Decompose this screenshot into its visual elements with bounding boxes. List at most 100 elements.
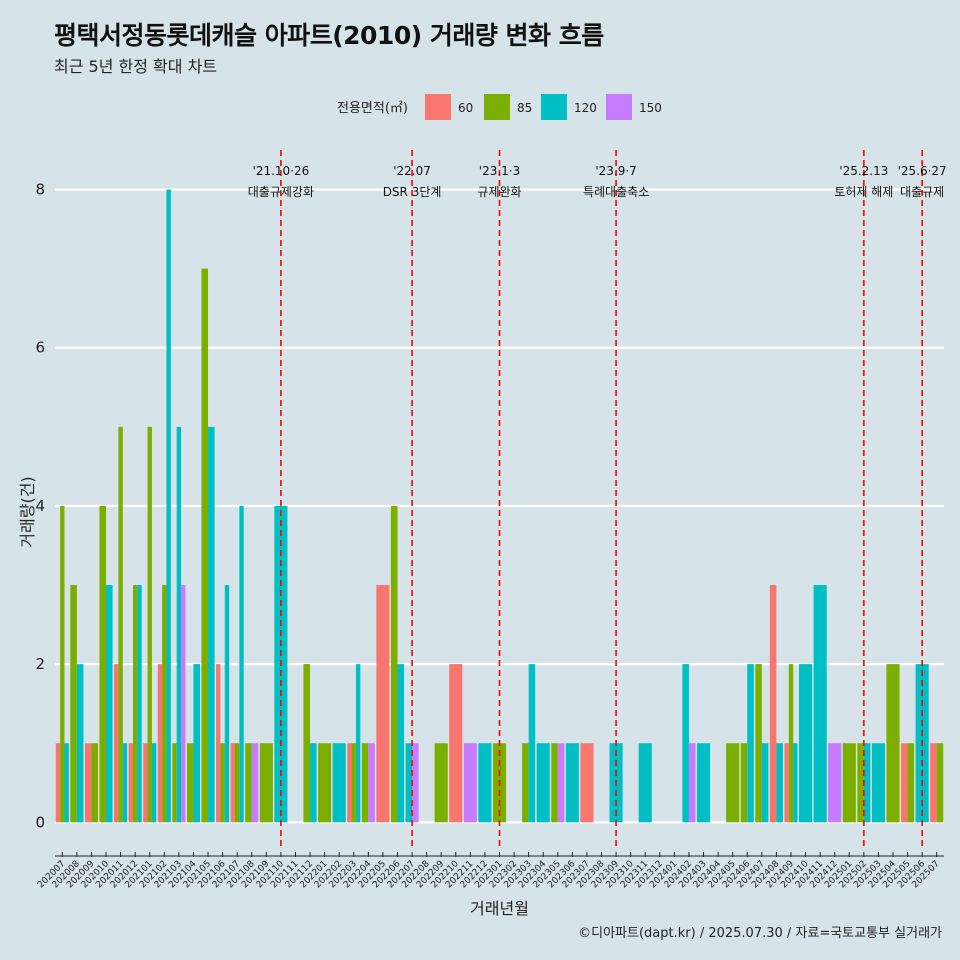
bar-202106-60 xyxy=(216,664,221,823)
event-date-label: '23.9·7 xyxy=(595,164,636,178)
bar-202009-85 xyxy=(91,743,98,823)
bar-202008-85 xyxy=(70,585,77,823)
bar-202311-120 xyxy=(638,743,652,823)
bar-202103-85 xyxy=(172,743,177,823)
bar-202409-85 xyxy=(788,664,794,823)
bar-202504-85 xyxy=(886,664,900,823)
event-date-label: '25.6·27 xyxy=(898,164,947,178)
bar-202007-60 xyxy=(55,743,61,823)
bar-202406-120 xyxy=(747,664,754,823)
event-date-label: '22.07 xyxy=(393,164,431,178)
bar-202107-120 xyxy=(239,505,244,823)
bar-202307-60 xyxy=(580,743,594,823)
bar-202101-60 xyxy=(143,743,148,823)
bar-202101-120 xyxy=(151,743,157,823)
legend-label-120: 120 xyxy=(574,101,597,115)
bar-202203-85 xyxy=(351,743,356,823)
bar-202204-150 xyxy=(368,743,375,823)
bar-202410-120 xyxy=(798,664,813,823)
bar-202207-150 xyxy=(412,743,419,823)
legend-label-85: 85 xyxy=(517,101,532,115)
bar-202007-120 xyxy=(64,743,69,823)
bar-202012-60 xyxy=(128,743,133,823)
bar-202304-120 xyxy=(536,743,550,823)
bar-202012-85 xyxy=(132,585,138,823)
bar-202010-85 xyxy=(99,505,107,823)
bar-202105-120 xyxy=(208,426,215,823)
bar-202305-85 xyxy=(551,743,558,823)
bar-202012-120 xyxy=(137,585,142,823)
bar-202408-60 xyxy=(769,585,777,823)
bar-202011-85 xyxy=(118,426,123,823)
bar-202203-60 xyxy=(347,743,352,823)
bar-202103-120 xyxy=(176,426,182,823)
bar-202108-85 xyxy=(245,743,252,823)
bar-202204-85 xyxy=(361,743,369,823)
bar-202205-60 xyxy=(376,585,390,823)
chart-subtitle: 최근 5년 한정 확대 차트 xyxy=(54,57,218,76)
bar-202008-120 xyxy=(76,664,84,823)
y-tick-label: 6 xyxy=(35,339,45,357)
bar-202412-150 xyxy=(828,743,842,823)
bar-202209-85 xyxy=(434,743,448,823)
event-name-label: DSR 3단계 xyxy=(383,185,442,199)
bar-202402-150 xyxy=(688,743,696,823)
y-tick-label: 8 xyxy=(35,181,45,199)
chart-title: 평택서정동롯데캐슬 아파트(2010) 거래량 변화 흐름 xyxy=(54,21,604,50)
legend-label-60: 60 xyxy=(458,101,473,115)
bar-202403-120 xyxy=(696,743,711,823)
bar-202104-85 xyxy=(186,743,194,823)
bar-202101-85 xyxy=(147,426,152,823)
legend-swatch-150 xyxy=(606,94,632,120)
bar-202408-120 xyxy=(776,743,783,823)
bar-202502-85 xyxy=(857,743,864,823)
bar-202407-85 xyxy=(755,664,762,823)
bar-202108-150 xyxy=(251,743,259,823)
bar-202411-120 xyxy=(813,585,827,823)
bar-202305-150 xyxy=(557,743,565,823)
bar-202502-120 xyxy=(863,743,871,823)
bar-202102-60 xyxy=(157,664,163,823)
bar-202505-85 xyxy=(907,743,915,823)
bar-202402-120 xyxy=(682,664,689,823)
event-name-label: 토허제 해제 xyxy=(834,185,893,199)
event-date-label: '23.1·3 xyxy=(479,164,520,178)
bar-202501-85 xyxy=(842,743,856,823)
bar-202011-120 xyxy=(122,743,128,823)
y-tick-label: 2 xyxy=(35,655,45,673)
bar-202103-150 xyxy=(181,585,186,823)
bar-202112-120 xyxy=(310,743,317,823)
bar-202102-120 xyxy=(166,189,171,823)
bar-202105-85 xyxy=(201,268,209,823)
bar-202104-120 xyxy=(193,664,201,823)
bar-202011-60 xyxy=(114,664,119,823)
bar-202203-120 xyxy=(355,664,361,823)
y-tick-label: 0 xyxy=(35,813,45,831)
event-name-label: 대출규제강화 xyxy=(248,185,314,199)
bar-202007-85 xyxy=(60,505,65,823)
bar-202507-85 xyxy=(936,743,944,823)
bar-202409-60 xyxy=(784,743,789,823)
legend-swatch-85 xyxy=(484,94,510,120)
legend-swatch-120 xyxy=(541,94,567,120)
bar-202303-85 xyxy=(522,743,529,823)
bar-202010-120 xyxy=(106,585,113,823)
bar-202206-85 xyxy=(390,505,398,823)
bar-202202-120 xyxy=(332,743,346,823)
bar-202212-120 xyxy=(478,743,492,823)
bar-202211-150 xyxy=(463,743,477,823)
bar-202210-60 xyxy=(449,664,463,823)
bar-202303-120 xyxy=(528,664,536,823)
legend-label-150: 150 xyxy=(639,101,662,115)
source-caption: ©디아파트(dapt.kr) / 2025.07.30 / 자료=국토교통부 실… xyxy=(578,926,942,941)
bar-202201-85 xyxy=(318,743,332,823)
event-date-label: '25.2.13 xyxy=(839,164,888,178)
y-axis-title: 거래량(건) xyxy=(18,476,37,547)
bar-202409-120 xyxy=(793,743,798,823)
event-name-label: 규제완화 xyxy=(477,185,521,199)
bar-202407-120 xyxy=(761,743,769,823)
event-name-label: 특례대출축소 xyxy=(583,185,649,199)
bar-202106-85 xyxy=(220,743,225,823)
